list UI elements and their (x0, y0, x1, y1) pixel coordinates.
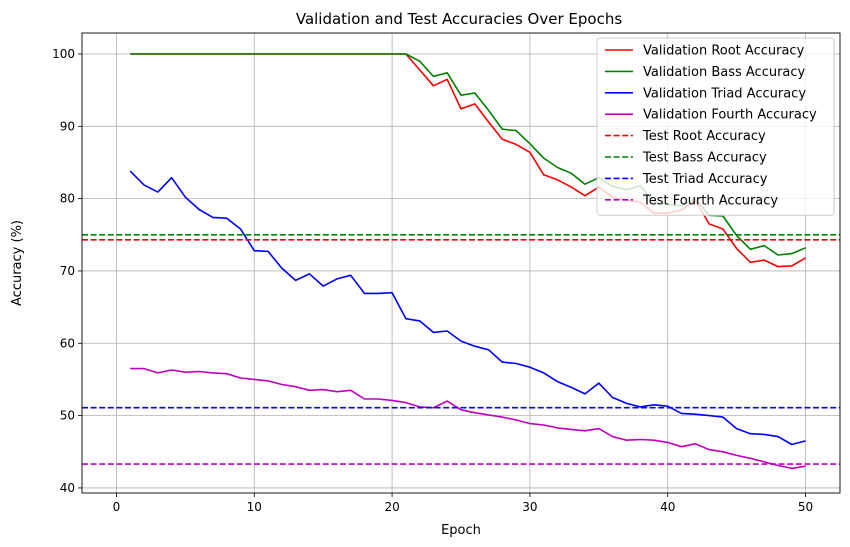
x-tick-label: 20 (384, 500, 399, 514)
x-tick-label: 0 (113, 500, 121, 514)
y-tick-label: 100 (52, 47, 75, 61)
legend: Validation Root Accuracy Validation Bass … (596, 37, 835, 216)
series-validation-fourth-accuracy-line (130, 367, 806, 470)
ticks: 0 10 20 30 40 50 40 50 60 70 80 90 100 (52, 47, 813, 514)
y-tick-label: 70 (60, 264, 75, 278)
legend-label: Validation Bass Accuracy (643, 65, 806, 80)
legend-label: Test Triad Accuracy (642, 172, 768, 187)
legend-label: Test Fourth Accuracy (642, 193, 778, 208)
series-validation-triad-accuracy-line (129, 170, 806, 446)
series-group (82, 53, 840, 470)
y-tick-label: 40 (60, 481, 75, 495)
plot-frame (81, 32, 841, 494)
y-tick-label: 80 (60, 192, 75, 206)
y-axis-label: Accuracy (%) (10, 220, 25, 306)
legend-label: Validation Triad Accuracy (643, 86, 806, 101)
y-tick-label: 60 (60, 336, 75, 350)
y-tick-label: 50 (60, 409, 75, 423)
legend-label: Validation Root Accuracy (643, 44, 805, 59)
y-tick-label: 90 (60, 119, 75, 133)
x-tick-label: 10 (247, 500, 262, 514)
x-axis-label: Epoch (441, 523, 481, 538)
chart-title: Validation and Test Accuracies Over Epoc… (296, 10, 622, 28)
legend-box (596, 37, 835, 216)
legend-label: Test Bass Accuracy (642, 151, 767, 166)
legend-label: Test Root Accuracy (642, 129, 766, 144)
x-tick-label: 40 (660, 500, 675, 514)
legend-label: Validation Fourth Accuracy (643, 108, 817, 123)
x-tick-label: 30 (522, 500, 537, 514)
x-tick-label: 50 (798, 500, 813, 514)
